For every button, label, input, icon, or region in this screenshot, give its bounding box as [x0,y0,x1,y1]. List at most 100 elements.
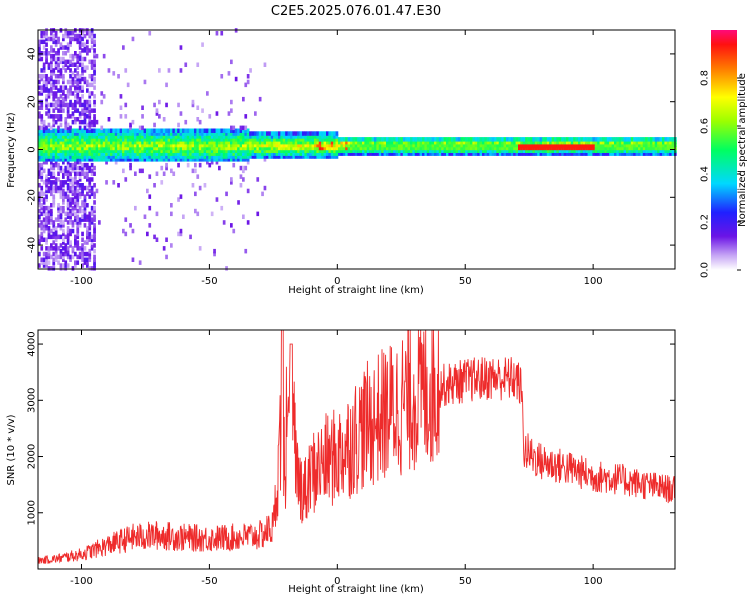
spectrogram-cell [630,137,634,142]
spectrogram-cell [242,177,245,182]
spectrogram-cell [172,148,176,153]
spectrogram-cell [170,151,173,156]
spectrogram-cell [71,168,75,174]
spectrogram-cell [446,142,449,148]
spectrogram-cell [42,88,46,93]
spectrogram-cell [59,185,63,191]
spectrogram-cell [441,139,444,145]
spectrogram-cell [69,151,72,156]
spectrogram-cell [76,65,80,70]
spectrogram-cell [294,134,298,139]
spectrogram-cell [652,148,656,153]
spectrogram-cell [52,234,56,240]
spectrogram-cell [88,74,92,79]
spectrogram-cell [266,145,269,151]
spectrogram-cell [47,134,51,139]
spectrogram-cell [338,151,341,156]
spectrogram-cell [237,151,240,156]
spectrogram-cell [47,168,51,174]
spectrogram-cell [402,142,406,148]
spectrogram-cell [400,139,404,145]
spectrogram-cell [155,137,159,142]
spectrogram-cell [611,145,615,151]
spectrogram-cell [83,185,87,191]
spectrogram-cell [167,137,171,142]
spectrogram-cell [42,237,46,242]
spectrogram-cell [395,139,399,145]
spectrogram-cell [458,142,461,148]
spectrogram-cell [525,139,528,145]
spectrogram-cell [74,154,77,159]
spectrogram-cell [102,157,106,162]
spectrogram-cell [93,171,96,176]
spectrogram-cell [40,142,44,148]
spectrogram-cell [83,114,87,119]
spectrogram-cell [134,134,137,139]
spectrogram-cell [66,154,70,159]
spectrogram-cell [86,145,89,151]
spectrogram-cell [71,246,75,251]
spectrogram-cell [66,148,70,153]
spectrogram-cell [59,223,63,228]
spectrogram-cell [254,142,257,148]
spectrogram-cell [256,134,260,139]
spectrogram-cell [309,145,312,151]
spectrogram-cell [270,142,274,148]
spectrogram-cell [345,142,348,148]
spectrogram-cell [57,48,60,53]
spectrogram-cell [208,157,212,162]
spectrogram-cell [88,139,92,145]
spectrogram-cell [167,151,171,156]
spectrogram-cell [47,79,51,85]
spectrogram-cell [309,154,312,159]
spectrogram-cell [45,254,48,260]
spectrogram-cell [117,137,120,142]
spectrogram-cell [479,137,483,142]
spectrogram-cell [189,151,192,156]
spectrogram-cell [326,131,329,136]
spectrogram-cell [66,142,70,148]
spectrogram-cell [278,151,281,156]
spectrogram-cell [83,205,87,211]
spectrogram-cell [177,162,180,168]
spectrogram-cell [117,148,120,153]
spectrogram-cell [424,145,428,151]
spectrogram-cell [42,128,46,133]
spectrogram-cell [431,148,435,153]
spectrogram-cell [446,139,449,145]
spectrogram-cell [611,139,615,145]
spectrogram-cell [69,200,72,205]
spectrogram-cell [426,145,430,151]
spectrogram-cell [213,139,216,145]
spectrogram-cell [321,151,324,156]
spectrogram-cell [165,151,168,156]
spectrogram-cell [86,234,89,240]
spectrogram-cell [112,157,116,162]
spectrogram-cell [196,139,200,145]
spectrogram-cell [50,48,53,53]
spectrogram-cell [78,96,82,102]
spectrogram-cell [350,139,353,145]
spectrogram-cell [90,74,94,79]
spectrogram-cell [251,148,255,153]
spectrogram-cell [388,142,392,148]
spectrogram-cell [54,94,58,99]
spectrogram-cell [50,59,53,65]
spectrogram-cell [616,151,620,156]
spectrogram-cell [86,165,89,171]
spectrogram-cell [119,114,123,119]
spectrogram-cell [83,240,87,245]
spectrogram-cell [50,137,53,142]
spectrogram-cell [54,162,58,168]
spectrogram-cell [561,148,564,153]
spectrogram-cell [64,243,68,248]
spectrogram-cell [198,137,202,142]
spectrogram-cell [90,62,94,67]
spectrogram-cell [40,231,44,237]
spectrogram-cell [477,137,480,142]
spectrogram-cell [50,180,53,185]
spectrogram-cell [374,151,377,156]
spectrogram-cell [275,148,279,153]
spectrogram-cell [64,85,68,90]
spectrogram-cell [62,148,65,153]
